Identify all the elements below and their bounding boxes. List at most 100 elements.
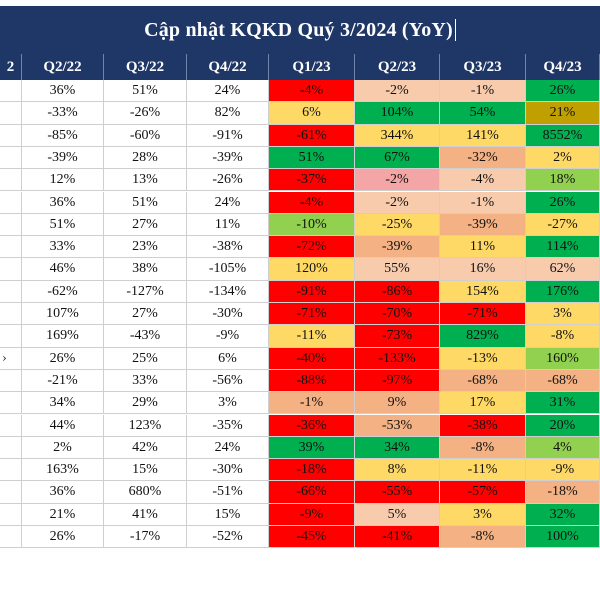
value-cell-q4-23[interactable]: 62% [526,258,600,281]
value-cell-q3-22[interactable]: 27% [104,213,187,237]
value-cell-q3-22[interactable]: 38% [104,258,187,281]
value-cell-q1-23[interactable]: -88% [269,369,355,393]
value-cell-q3-23[interactable]: 11% [440,236,526,259]
row-lead-cell[interactable] [0,258,22,281]
row-lead-cell[interactable] [0,146,22,170]
value-cell-q4-22[interactable]: -134% [187,280,269,303]
row-lead-cell[interactable] [0,481,22,504]
value-cell-q2-23[interactable]: -53% [355,414,440,437]
value-cell-q2-23[interactable]: -41% [355,526,440,549]
value-cell-q1-23[interactable]: 120% [269,258,355,281]
value-cell-q1-23[interactable]: -71% [269,303,355,326]
value-cell-q1-23[interactable]: -45% [269,526,355,549]
row-lead-cell[interactable] [0,303,22,326]
value-cell-q2-22[interactable]: 36% [22,191,104,214]
value-cell-q2-22[interactable]: 33% [22,236,104,259]
value-cell-q1-23[interactable]: -66% [269,481,355,504]
row-lead-cell[interactable] [0,369,22,393]
value-cell-q4-22[interactable]: -39% [187,146,269,170]
value-cell-q3-22[interactable]: 680% [104,481,187,504]
column-header-q3-22[interactable]: Q3/22 [104,54,187,80]
value-cell-q1-23[interactable]: -37% [269,169,355,192]
value-cell-q3-23[interactable]: 16% [440,258,526,281]
value-cell-q2-22[interactable]: -21% [22,369,104,393]
value-cell-q3-23[interactable]: 3% [440,503,526,526]
value-cell-q4-23[interactable]: -27% [526,213,600,237]
column-header-lead[interactable]: 2 [0,54,22,80]
value-cell-q2-22[interactable]: 34% [22,392,104,415]
value-cell-q3-23[interactable]: -11% [440,459,526,482]
value-cell-q3-23[interactable]: -8% [440,526,526,549]
value-cell-q2-23[interactable]: -73% [355,325,440,348]
value-cell-q4-22[interactable]: -30% [187,303,269,326]
value-cell-q1-23[interactable]: -36% [269,414,355,437]
value-cell-q4-23[interactable]: 114% [526,236,600,259]
value-cell-q2-22[interactable]: 2% [22,436,104,460]
value-cell-q4-23[interactable]: 21% [526,102,600,125]
value-cell-q1-23[interactable]: -4% [269,191,355,214]
value-cell-q3-23[interactable]: -68% [440,369,526,393]
row-lead-cell[interactable] [0,102,22,125]
value-cell-q1-23[interactable]: 51% [269,146,355,170]
column-header-q2-23[interactable]: Q2/23 [355,54,440,80]
value-cell-q2-22[interactable]: -85% [22,124,104,147]
value-cell-q3-22[interactable]: 123% [104,414,187,437]
value-cell-q3-22[interactable]: 28% [104,146,187,170]
value-cell-q2-22[interactable]: -39% [22,146,104,170]
value-cell-q1-23[interactable]: -11% [269,325,355,348]
value-cell-q3-22[interactable]: 41% [104,503,187,526]
value-cell-q3-22[interactable]: -26% [104,102,187,125]
column-header-q2-22[interactable]: Q2/22 [22,54,104,80]
value-cell-q3-23[interactable]: -39% [440,213,526,237]
row-lead-cell[interactable] [0,347,22,370]
value-cell-q4-23[interactable]: 26% [526,80,600,103]
value-cell-q2-23[interactable]: 5% [355,503,440,526]
value-cell-q2-23[interactable]: -2% [355,169,440,192]
value-cell-q4-22[interactable]: -30% [187,459,269,482]
value-cell-q3-23[interactable]: -13% [440,347,526,370]
value-cell-q4-23[interactable]: -8% [526,325,600,348]
value-cell-q4-23[interactable]: -18% [526,481,600,504]
value-cell-q1-23[interactable]: -61% [269,124,355,147]
value-cell-q2-22[interactable]: 163% [22,459,104,482]
row-lead-cell[interactable] [0,436,22,460]
row-lead-cell[interactable] [0,414,22,437]
value-cell-q2-23[interactable]: -2% [355,191,440,214]
value-cell-q2-22[interactable]: 107% [22,303,104,326]
column-header-q1-23[interactable]: Q1/23 [269,54,355,80]
value-cell-q2-22[interactable]: 21% [22,503,104,526]
row-lead-cell[interactable] [0,213,22,237]
row-lead-cell[interactable] [0,325,22,348]
value-cell-q2-23[interactable]: -70% [355,303,440,326]
value-cell-q4-22[interactable]: -9% [187,325,269,348]
value-cell-q2-23[interactable]: 34% [355,436,440,460]
value-cell-q3-23[interactable]: -38% [440,414,526,437]
value-cell-q4-23[interactable]: 4% [526,436,600,460]
value-cell-q3-23[interactable]: 141% [440,124,526,147]
value-cell-q3-23[interactable]: -8% [440,436,526,460]
row-lead-cell[interactable] [0,392,22,415]
value-cell-q4-22[interactable]: -35% [187,414,269,437]
column-header-q3-23[interactable]: Q3/23 [440,54,526,80]
value-cell-q2-22[interactable]: 26% [22,526,104,549]
value-cell-q4-23[interactable]: 176% [526,280,600,303]
value-cell-q4-23[interactable]: -9% [526,459,600,482]
value-cell-q1-23[interactable]: -18% [269,459,355,482]
column-header-q4-23[interactable]: Q4/23 [526,54,600,80]
value-cell-q1-23[interactable]: -9% [269,503,355,526]
value-cell-q2-23[interactable]: 104% [355,102,440,125]
value-cell-q2-23[interactable]: 344% [355,124,440,147]
value-cell-q4-22[interactable]: 24% [187,80,269,103]
value-cell-q2-22[interactable]: 51% [22,213,104,237]
value-cell-q2-22[interactable]: 44% [22,414,104,437]
value-cell-q1-23[interactable]: -10% [269,213,355,237]
value-cell-q3-23[interactable]: -71% [440,303,526,326]
value-cell-q3-23[interactable]: 154% [440,280,526,303]
value-cell-q3-22[interactable]: 29% [104,392,187,415]
value-cell-q4-23[interactable]: -68% [526,369,600,393]
value-cell-q4-22[interactable]: -38% [187,236,269,259]
value-cell-q4-22[interactable]: -56% [187,369,269,393]
row-lead-cell[interactable] [0,236,22,259]
value-cell-q3-22[interactable]: -127% [104,280,187,303]
value-cell-q2-22[interactable]: 36% [22,80,104,103]
